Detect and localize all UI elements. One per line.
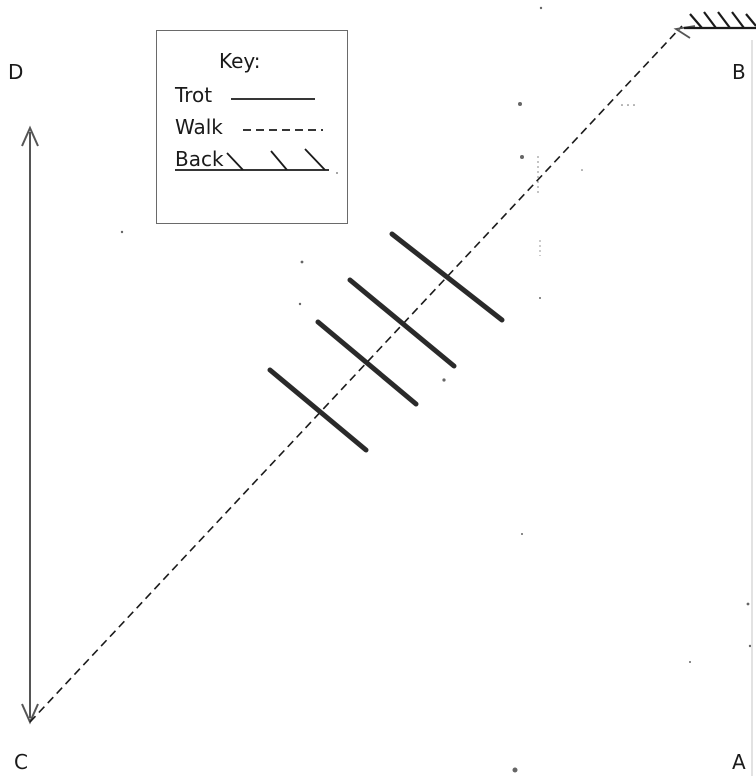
legend-label-back: Back <box>175 147 224 171</box>
trot-stroke <box>347 277 457 369</box>
arrow-head-up <box>21 125 39 147</box>
legend-title: Key: <box>219 49 261 73</box>
legend-speck <box>336 172 338 174</box>
trot-stroke <box>267 367 369 453</box>
corner-label-c: C <box>14 750 28 774</box>
legend-label-trot: Trot <box>175 83 213 107</box>
legend-label-walk: Walk <box>175 115 223 139</box>
legend-swatch-back <box>175 148 329 171</box>
corner-label-a: A <box>732 750 746 774</box>
back-marker-b <box>684 11 756 30</box>
corner-label-b: B <box>732 60 746 84</box>
scan-specks <box>120 6 752 773</box>
trot-stroke <box>389 231 505 323</box>
corner-label-d: D <box>8 60 24 84</box>
legend-key-box: Key: Trot Walk Back <box>156 30 348 224</box>
legend-swatches <box>175 98 338 174</box>
trot-strokes <box>267 231 505 453</box>
walk-path-c-to-b <box>29 25 683 723</box>
trot-stroke <box>315 319 419 407</box>
vertical-arrow-c-d <box>21 125 39 725</box>
